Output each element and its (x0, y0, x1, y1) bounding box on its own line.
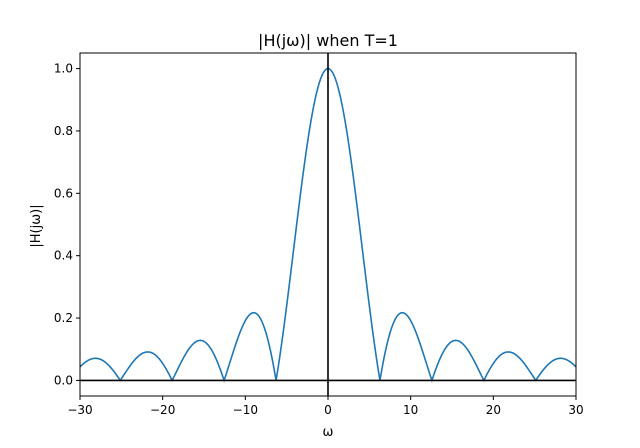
y-axis-label: |H(jω)| (29, 204, 44, 247)
x-tick-label: −10 (233, 403, 258, 417)
x-axis-label: ω (323, 425, 334, 440)
x-tick-label: 0 (324, 403, 332, 417)
plot-area: −30 −20 −10 0 10 20 30 0.0 0.2 0.4 0.6 0.8 1.0 (54, 52, 584, 417)
chart-title: |H(jω)| when T=1 (258, 31, 398, 50)
x-tick-label: −20 (150, 403, 175, 417)
y-tick-label: 0.6 (54, 186, 73, 200)
y-tick-label: 0.0 (54, 373, 73, 387)
x-tick-label: 30 (568, 403, 583, 417)
x-tick-label: 10 (403, 403, 418, 417)
y-tick-label: 1.0 (54, 62, 73, 76)
x-tick-label: −30 (67, 403, 92, 417)
y-tick-label: 0.4 (54, 249, 73, 263)
y-tick-label: 0.8 (54, 124, 73, 138)
y-tick-label: 0.2 (54, 311, 73, 325)
x-tick-label: 20 (486, 403, 501, 417)
